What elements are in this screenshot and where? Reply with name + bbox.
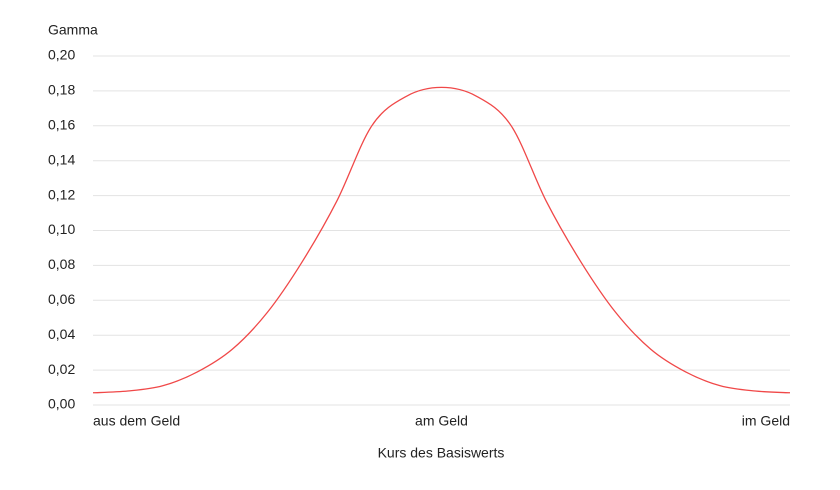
y-tick-label: 0,08 (48, 256, 75, 272)
y-tick-label: 0,00 (48, 396, 75, 412)
y-tick-label: 0,02 (48, 361, 75, 377)
y-tick-label: 0,20 (48, 47, 75, 63)
y-tick-label: 0,14 (48, 151, 75, 167)
x-tick-label: aus dem Geld (93, 413, 180, 429)
line (92, 86, 791, 394)
y-axis-label: Gamma (48, 22, 98, 38)
x-axis-label: Kurs des Basiswerts (378, 445, 505, 461)
x-tick-label: im Geld (742, 413, 790, 429)
y-tick-label: 0,16 (48, 117, 75, 133)
y-tick-label: 0,10 (48, 221, 75, 237)
y-tick-label: 0,12 (48, 186, 75, 202)
y-tick-label: 0,18 (48, 82, 75, 98)
x-tick-label: am Geld (415, 413, 468, 429)
y-tick-label: 0,06 (48, 291, 75, 307)
y-tick-label: 0,04 (48, 326, 75, 342)
